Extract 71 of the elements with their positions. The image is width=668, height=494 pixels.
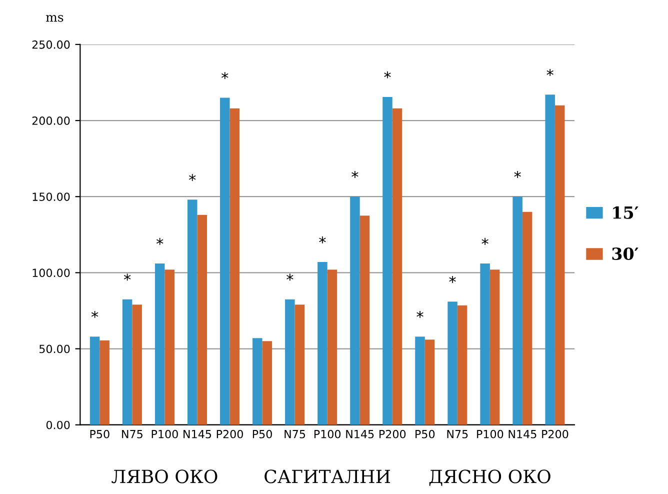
bar: [252, 338, 262, 425]
data-label: *: [286, 274, 294, 281]
bar: [554, 105, 565, 425]
bar: [122, 299, 132, 425]
bar: [512, 196, 522, 425]
bar: [448, 302, 458, 425]
bar: [424, 340, 435, 425]
bar: [318, 262, 328, 425]
x-tick-label: N145: [508, 430, 536, 438]
bar: [327, 270, 338, 425]
bar: [350, 196, 360, 425]
bar: [90, 336, 100, 425]
data-label: *: [91, 310, 98, 318]
x-tick-label: N145: [346, 430, 374, 438]
x-tick-label: N75: [447, 430, 468, 438]
bar: [100, 340, 110, 425]
data-label: *: [546, 69, 554, 76]
bar: [187, 200, 198, 425]
data-label: *: [482, 238, 488, 245]
bar: [360, 216, 370, 425]
data-label: *: [384, 71, 391, 78]
text: САГИТАЛНИ: [264, 470, 390, 484]
bar: [132, 304, 142, 425]
data-label: *: [449, 276, 456, 283]
data-label: *: [156, 238, 164, 245]
x-tick-label: P200: [216, 430, 243, 438]
y-tick-label: 150.00: [32, 192, 70, 201]
bar: [220, 98, 230, 425]
bar: [457, 305, 468, 425]
text: ЛЯВО ОКО: [112, 470, 218, 484]
bar: [415, 336, 425, 425]
bar: [382, 96, 392, 425]
y-tick-label: 250.00: [32, 40, 70, 49]
bar: [392, 108, 402, 425]
x-tick-label: P50: [252, 430, 272, 438]
data-label: *: [319, 236, 326, 244]
x-tick-label: P50: [90, 430, 110, 438]
legend-label: 30′: [612, 247, 638, 260]
text: ДЯСНО ОКО: [429, 470, 550, 486]
data-label: *: [514, 170, 521, 178]
x-tick-label: P100: [477, 430, 504, 438]
x-tick-label: N145: [184, 430, 212, 438]
bar: [262, 341, 272, 425]
bar: [545, 94, 555, 425]
y-axis-title: ms: [46, 14, 64, 22]
y-tick-label: 0.00: [46, 420, 70, 430]
x-tick-label: P50: [416, 430, 435, 438]
data-label: *: [416, 310, 424, 318]
bar: [522, 212, 532, 425]
bar: [490, 270, 500, 425]
bar: [164, 270, 174, 425]
y-tick-label: 50.00: [39, 344, 70, 354]
x-tick-label: P100: [314, 430, 341, 438]
bar: [294, 304, 305, 425]
data-label: *: [352, 170, 358, 178]
y-tick-label: 200.00: [32, 116, 70, 125]
bar: [480, 264, 490, 425]
x-tick-label: P200: [542, 430, 568, 438]
data-label: *: [222, 72, 228, 80]
x-tick-label: P200: [380, 430, 406, 438]
x-tick-label: N75: [284, 430, 306, 438]
data-label: *: [188, 174, 196, 181]
legend-label: 15′: [613, 206, 638, 219]
bar: [230, 108, 240, 425]
bar: [197, 214, 207, 425]
y-tick-label: 100.00: [32, 268, 70, 278]
bar: [154, 264, 165, 425]
data-label: *: [124, 274, 131, 281]
x-tick-label: N75: [122, 430, 142, 438]
x-tick-label: P100: [152, 430, 178, 438]
bar: [285, 299, 295, 425]
